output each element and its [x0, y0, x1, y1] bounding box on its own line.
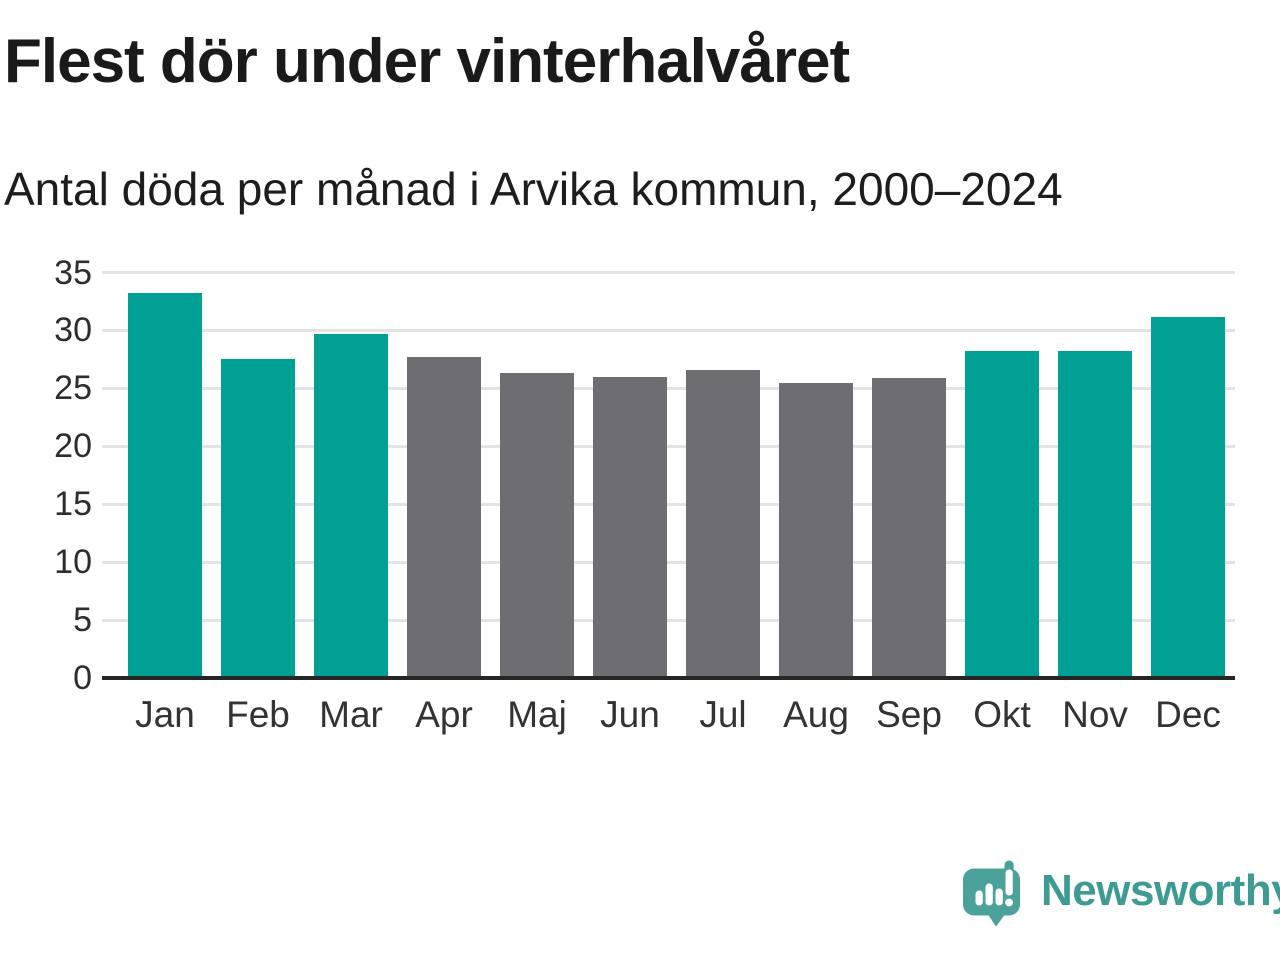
bar-dec	[1151, 316, 1225, 678]
bar-maj	[500, 373, 574, 678]
x-tick-label-jun: Jun	[600, 694, 660, 735]
bar-mar	[314, 333, 388, 678]
x-tick-label-jul: Jul	[699, 694, 747, 735]
x-tick-label-mar: Mar	[319, 694, 383, 735]
bar-apr	[407, 357, 481, 678]
y-tick-label-15: 15	[54, 485, 92, 524]
bar-jul	[686, 369, 760, 678]
x-axis-labels: Jan Feb Mar Apr Maj Jun Jul Aug Sep Okt Nov Dec	[102, 694, 1235, 736]
x-tick-label-feb: Feb	[226, 694, 290, 735]
gridline-15	[102, 502, 1235, 506]
bars-container	[102, 272, 1235, 680]
x-tick-label-jan: Jan	[135, 694, 195, 735]
x-tick-label-maj: Maj	[507, 694, 567, 735]
bar-aug	[779, 382, 853, 678]
bar-chart-plot	[102, 271, 1235, 680]
bar-jan	[128, 293, 202, 678]
x-tick-label-aug: Aug	[783, 694, 849, 735]
y-axis-labels: 0 5 10 15 20 25 30 35	[0, 254, 92, 698]
x-tick-label-nov: Nov	[1062, 694, 1128, 735]
gridline-35	[102, 271, 1235, 274]
y-tick-label-35: 35	[54, 253, 92, 292]
x-tick-label-apr: Apr	[415, 694, 473, 735]
newsworthy-logo-text: Newsworthy	[1041, 866, 1280, 915]
gridline-30	[102, 328, 1235, 332]
y-tick-label-0: 0	[73, 659, 92, 697]
y-tick-label-20: 20	[54, 427, 92, 466]
gridline-10	[102, 560, 1235, 564]
x-tick-label-dec: Dec	[1155, 694, 1221, 735]
newsworthy-logo: Newsworthy	[961, 857, 1280, 929]
gridline-20	[102, 444, 1235, 448]
gridline-5	[102, 618, 1235, 622]
chart-subtitle: Antal döda per månad i Arvika kommun, 20…	[4, 163, 1063, 215]
y-tick-label-30: 30	[54, 311, 92, 350]
chart-title: Flest dör under vinterhalvåret	[4, 27, 850, 96]
x-axis-baseline	[102, 676, 1235, 680]
bar-sep	[872, 377, 946, 678]
x-tick-label-okt: Okt	[973, 694, 1031, 735]
bar-okt	[965, 351, 1039, 678]
x-tick-label-sep: Sep	[876, 694, 942, 735]
gridline-25	[102, 386, 1235, 390]
bar-jun	[593, 376, 667, 678]
bar-nov	[1058, 351, 1132, 678]
y-tick-label-25: 25	[54, 369, 92, 408]
y-tick-label-10: 10	[54, 543, 92, 582]
bar-feb	[221, 359, 295, 678]
newsworthy-logo-icon	[963, 860, 1020, 927]
y-tick-label-5: 5	[73, 601, 92, 640]
